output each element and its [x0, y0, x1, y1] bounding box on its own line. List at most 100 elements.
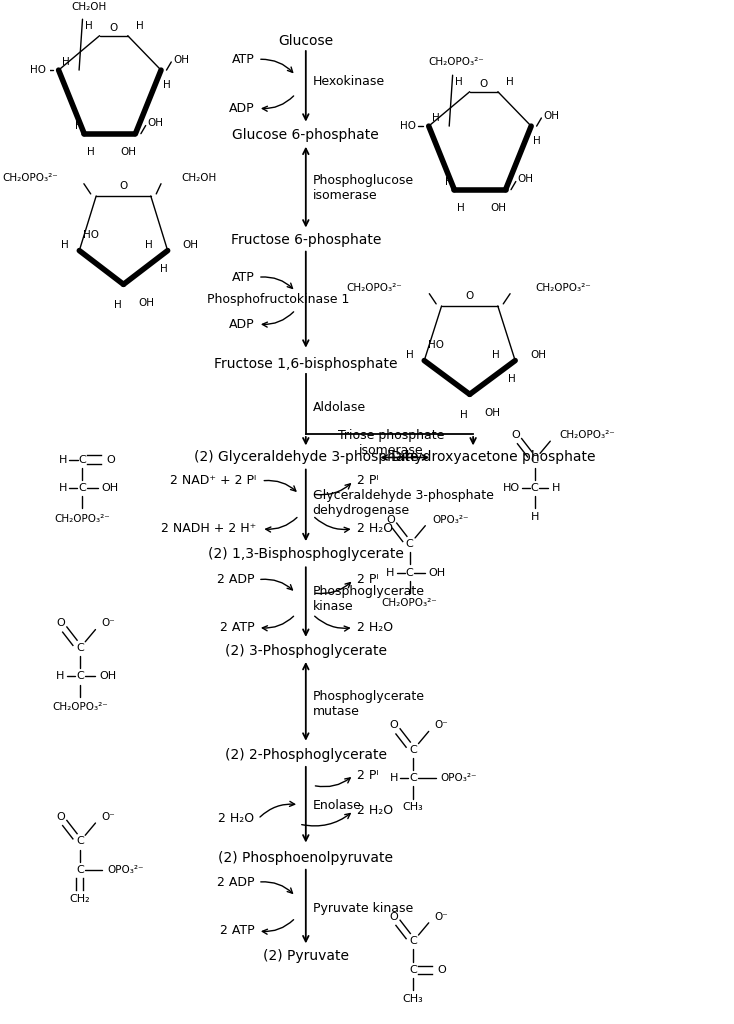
Text: H: H — [59, 455, 67, 465]
Text: HO: HO — [401, 121, 416, 131]
Text: OPO₃²⁻: OPO₃²⁻ — [440, 773, 477, 783]
Text: OH: OH — [99, 672, 116, 681]
Text: H: H — [136, 20, 144, 31]
Text: H: H — [406, 350, 414, 360]
Text: H: H — [160, 264, 168, 273]
Text: Phosphoglycerate
mutase: Phosphoglycerate mutase — [313, 690, 425, 718]
Text: HO: HO — [30, 66, 46, 75]
Text: CH₂OPO₃²⁻: CH₂OPO₃²⁻ — [52, 701, 108, 712]
Text: O: O — [390, 911, 399, 922]
Text: C: C — [78, 455, 86, 465]
Text: OH: OH — [518, 174, 534, 184]
Text: C: C — [406, 539, 413, 549]
Text: OPO₃²⁻: OPO₃²⁻ — [107, 865, 144, 874]
Text: Pyruvate kinase: Pyruvate kinase — [313, 902, 413, 915]
Text: 2 ATP: 2 ATP — [220, 621, 255, 634]
Text: Phosphoglycerate
kinase: Phosphoglycerate kinase — [313, 585, 425, 613]
Text: (2) Pyruvate: (2) Pyruvate — [263, 949, 349, 964]
Text: CH₃: CH₃ — [403, 802, 424, 812]
Text: CH₂OPO₃²⁻: CH₂OPO₃²⁻ — [346, 283, 402, 293]
Text: (2) Glyceraldehyde 3-phosphate: (2) Glyceraldehyde 3-phosphate — [194, 451, 418, 465]
Text: H: H — [62, 57, 69, 67]
Text: OPO₃²⁻: OPO₃²⁻ — [432, 515, 468, 524]
Text: 2 H₂O: 2 H₂O — [357, 621, 393, 634]
Text: Triose phosphate
isomerase: Triose phosphate isomerase — [338, 429, 444, 457]
Text: C: C — [409, 773, 417, 783]
Text: H: H — [75, 121, 83, 130]
Text: HO: HO — [83, 230, 99, 241]
Text: O: O — [479, 79, 488, 88]
Text: OH: OH — [120, 147, 137, 157]
Text: H: H — [62, 241, 69, 251]
Text: 2 ADP: 2 ADP — [217, 573, 255, 586]
Text: C: C — [76, 837, 84, 847]
Text: H: H — [533, 136, 540, 146]
Text: 2 NADH + 2 H⁺: 2 NADH + 2 H⁺ — [161, 522, 257, 536]
Text: HO: HO — [503, 483, 520, 493]
Text: ATP: ATP — [232, 53, 255, 66]
Text: C: C — [531, 455, 539, 465]
Text: (2) 1,3-Bisphosphoglycerate: (2) 1,3-Bisphosphoglycerate — [208, 547, 404, 561]
Text: (2) 2-Phosphoglycerate: (2) 2-Phosphoglycerate — [225, 748, 387, 762]
Text: CH₂OPO₃²⁻: CH₂OPO₃²⁻ — [54, 514, 109, 523]
Text: C: C — [406, 567, 413, 578]
Text: Fructose 6-phosphate: Fructose 6-phosphate — [230, 232, 381, 247]
Text: 2 H₂O: 2 H₂O — [357, 804, 393, 817]
Text: 2 Pᴵ: 2 Pᴵ — [357, 474, 379, 487]
Text: OH: OH — [139, 298, 154, 307]
Text: 2 NAD⁺ + 2 Pᴵ: 2 NAD⁺ + 2 Pᴵ — [170, 474, 257, 487]
Text: C: C — [409, 744, 417, 755]
Text: O: O — [106, 455, 115, 465]
Text: O⁻: O⁻ — [435, 911, 448, 922]
Text: OH: OH — [484, 408, 501, 418]
Text: H: H — [531, 512, 539, 521]
Text: H: H — [445, 176, 453, 186]
Text: O: O — [390, 720, 399, 730]
Text: 2 Pᴵ: 2 Pᴵ — [357, 769, 379, 781]
Text: OH: OH — [543, 111, 559, 121]
Text: 2 Pᴵ: 2 Pᴵ — [357, 573, 379, 586]
Text: 2 H₂O: 2 H₂O — [219, 812, 255, 825]
Text: Enolase: Enolase — [313, 799, 362, 812]
Text: O⁻: O⁻ — [101, 812, 115, 822]
Text: C: C — [78, 483, 86, 493]
Text: H: H — [552, 483, 560, 493]
Text: O: O — [465, 291, 474, 301]
Text: O⁻: O⁻ — [435, 720, 448, 730]
Text: OH: OH — [491, 203, 506, 213]
Text: OH: OH — [148, 119, 164, 128]
Text: Phosphoglucose
isomerase: Phosphoglucose isomerase — [313, 174, 414, 202]
Text: H: H — [386, 567, 395, 578]
Text: H: H — [506, 77, 514, 86]
Text: H: H — [57, 672, 65, 681]
Text: H: H — [87, 147, 95, 157]
Text: O⁻: O⁻ — [101, 618, 115, 629]
Text: OH: OH — [173, 55, 189, 65]
Text: H: H — [432, 113, 440, 123]
Text: CH₂OPO₃²⁻: CH₂OPO₃²⁻ — [382, 598, 437, 608]
Text: C: C — [76, 672, 84, 681]
Text: H: H — [390, 773, 398, 783]
Text: (2) 3-Phosphoglycerate: (2) 3-Phosphoglycerate — [225, 644, 387, 658]
Text: ADP: ADP — [229, 101, 255, 115]
Text: CH₂OPO₃²⁻: CH₂OPO₃²⁻ — [535, 283, 591, 293]
Text: Fructose 1,6-bisphosphate: Fructose 1,6-bisphosphate — [214, 356, 398, 371]
Text: CH₂OPO₃²⁻: CH₂OPO₃²⁻ — [428, 57, 484, 67]
Text: O: O — [120, 181, 128, 190]
Text: H: H — [457, 203, 465, 213]
Text: H: H — [163, 81, 170, 90]
Text: O: O — [386, 515, 395, 524]
Text: H: H — [59, 483, 67, 493]
Text: C: C — [76, 865, 84, 874]
Text: C: C — [76, 643, 84, 653]
Text: ATP: ATP — [232, 270, 255, 284]
Text: CH₂OPO₃²⁻: CH₂OPO₃²⁻ — [559, 430, 615, 440]
Text: H: H — [493, 350, 500, 360]
Text: 2 H₂O: 2 H₂O — [357, 522, 393, 536]
Text: CH₂OH: CH₂OH — [72, 2, 107, 12]
Text: Hexokinase: Hexokinase — [313, 75, 385, 88]
Text: OH: OH — [183, 241, 199, 251]
Text: CH₂: CH₂ — [70, 894, 90, 904]
Text: ADP: ADP — [229, 317, 255, 331]
Text: C: C — [409, 965, 417, 975]
